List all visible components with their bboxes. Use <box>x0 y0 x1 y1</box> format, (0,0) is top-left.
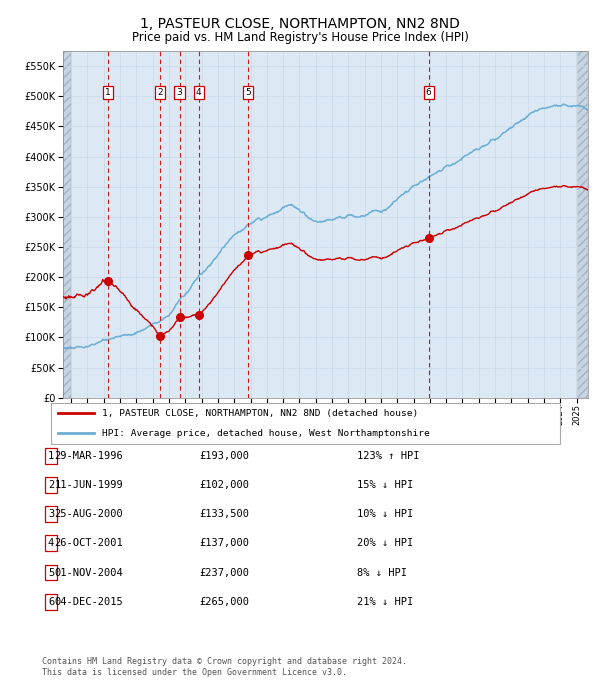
Text: 123% ↑ HPI: 123% ↑ HPI <box>357 451 419 460</box>
Text: 6: 6 <box>426 88 431 97</box>
Text: 5: 5 <box>48 568 54 577</box>
Text: 1, PASTEUR CLOSE, NORTHAMPTON, NN2 8ND: 1, PASTEUR CLOSE, NORTHAMPTON, NN2 8ND <box>140 17 460 31</box>
Text: Price paid vs. HM Land Registry's House Price Index (HPI): Price paid vs. HM Land Registry's House … <box>131 31 469 44</box>
Text: £193,000: £193,000 <box>199 451 249 460</box>
Text: 01-NOV-2004: 01-NOV-2004 <box>54 568 123 577</box>
Text: £237,000: £237,000 <box>199 568 249 577</box>
Text: £102,000: £102,000 <box>199 480 249 490</box>
Text: £137,000: £137,000 <box>199 539 249 548</box>
Text: £133,500: £133,500 <box>199 509 249 519</box>
Text: 3: 3 <box>48 509 54 519</box>
Text: Contains HM Land Registry data © Crown copyright and database right 2024.
This d: Contains HM Land Registry data © Crown c… <box>42 657 407 677</box>
Text: 4: 4 <box>48 539 54 548</box>
Text: HPI: Average price, detached house, West Northamptonshire: HPI: Average price, detached house, West… <box>102 429 430 438</box>
Text: 6: 6 <box>48 597 54 607</box>
Text: 20% ↓ HPI: 20% ↓ HPI <box>357 539 413 548</box>
Text: 2: 2 <box>157 88 163 97</box>
Text: 26-OCT-2001: 26-OCT-2001 <box>54 539 123 548</box>
Text: 5: 5 <box>245 88 251 97</box>
Text: 3: 3 <box>177 88 182 97</box>
FancyBboxPatch shape <box>50 403 560 443</box>
Text: 29-MAR-1996: 29-MAR-1996 <box>54 451 123 460</box>
Text: £265,000: £265,000 <box>199 597 249 607</box>
Text: 04-DEC-2015: 04-DEC-2015 <box>54 597 123 607</box>
Text: 1: 1 <box>48 451 54 460</box>
Text: 4: 4 <box>196 88 202 97</box>
Text: 2: 2 <box>48 480 54 490</box>
Text: 21% ↓ HPI: 21% ↓ HPI <box>357 597 413 607</box>
Text: 10% ↓ HPI: 10% ↓ HPI <box>357 509 413 519</box>
Text: 11-JUN-1999: 11-JUN-1999 <box>54 480 123 490</box>
Text: 8% ↓ HPI: 8% ↓ HPI <box>357 568 407 577</box>
Text: 15% ↓ HPI: 15% ↓ HPI <box>357 480 413 490</box>
Text: 25-AUG-2000: 25-AUG-2000 <box>54 509 123 519</box>
Text: 1, PASTEUR CLOSE, NORTHAMPTON, NN2 8ND (detached house): 1, PASTEUR CLOSE, NORTHAMPTON, NN2 8ND (… <box>102 409 418 418</box>
Text: 1: 1 <box>105 88 110 97</box>
